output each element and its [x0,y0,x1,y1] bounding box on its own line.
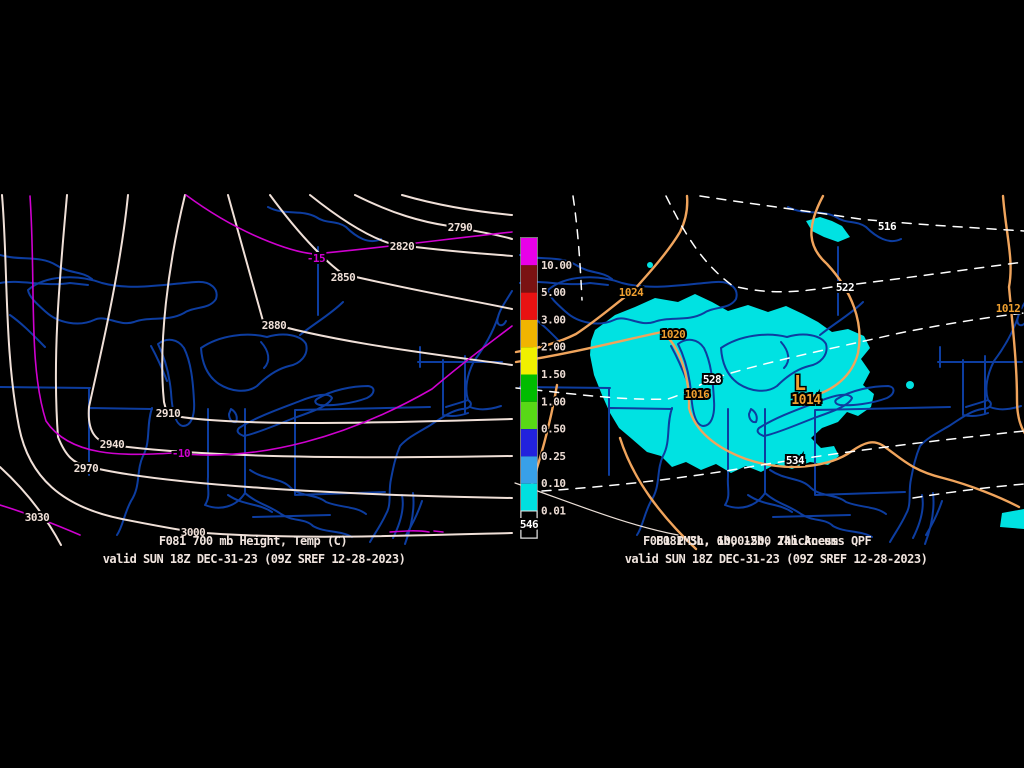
legend-block [521,456,537,483]
legend-value: 2.00 [541,341,566,354]
pressure-label: 1016 [685,388,710,401]
legend-block [521,429,537,456]
thickness-label: 534 [786,454,805,467]
right-panel-valid-time: valid SUN 18Z DEC-31-23 (09Z SREF 12-28-… [625,552,928,566]
legend-value: 0.25 [541,450,566,463]
legend-block [521,347,537,374]
legend-block [521,293,537,320]
thickness-label: 528 [703,373,721,386]
legend-value: 0.10 [541,477,566,490]
low-pressure-marker: L [794,371,806,395]
legend-block [521,402,537,429]
height-contour-label: 2880 [262,319,287,332]
temp-contour-label: -10 [172,447,190,460]
legend-value: 3.00 [541,313,566,326]
left-panel-title: F081 700 mb Height, Temp (C) [159,534,347,548]
height-contour-label: 2970 [74,462,99,475]
legend-block [521,265,537,292]
temp-contour-label: -15 [307,252,325,265]
height-contour-label: 2820 [390,240,415,253]
pressure-label: 1014 [791,393,821,408]
pressure-label: 1012 [996,302,1021,315]
thickness-label: 546 [520,518,539,531]
legend-block [521,238,537,265]
height-contour-label: 2790 [448,221,473,234]
thickness-label: 516 [878,220,897,233]
height-contour-label: 2850 [331,271,356,284]
height-contour-label: 2910 [156,407,181,420]
legend-block [521,484,537,511]
left-panel-valid-time: valid SUN 18Z DEC-31-23 (09Z SREF 12-28-… [103,552,406,566]
height-contour-label: 3030 [25,511,50,524]
legend-block [521,375,537,402]
pressure-label: 1020 [661,328,686,341]
background [0,0,1024,768]
forecast-maps-svg: 10.00 5.00 3.00 2.00 1.50 1.00 0.50 0.25 0.10 0.0… [0,0,1024,768]
height-contour-label: 2940 [100,438,125,451]
right-panel-title-layer2: F081 3h, 6h, 12h, 24h Accums QPF [656,534,871,548]
thickness-label: 522 [836,281,854,294]
legend-value: 0.01 [541,505,566,518]
legend-value: 0.50 [541,423,566,436]
sref-forecast-screen: 10.00 5.00 3.00 2.00 1.50 1.00 0.50 0.25 0.10 0.0… [0,0,1024,768]
legend-value: 1.50 [541,368,566,381]
legend-value: 5.00 [541,286,566,299]
legend-value: 1.00 [541,395,566,408]
pressure-label: 1024 [619,286,644,299]
legend-value: 10.00 [541,259,572,272]
legend-block [521,320,537,347]
